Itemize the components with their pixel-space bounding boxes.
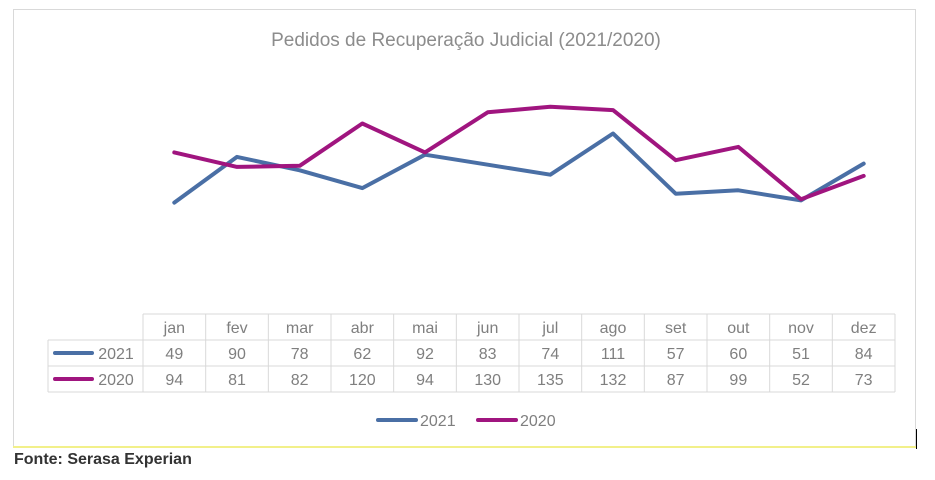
series-line-2021 — [172, 131, 866, 205]
legend-label: 2020 — [520, 413, 556, 430]
table-cell-value: 111 — [601, 346, 625, 363]
table-cell-value: 62 — [353, 346, 371, 363]
table-cell-value: 51 — [792, 346, 810, 363]
table-category-label: jun — [476, 320, 498, 337]
table-category-label: jan — [163, 320, 185, 337]
chart-frame — [13, 9, 916, 447]
table-cell-value: 87 — [667, 372, 685, 389]
legend-label: 2021 — [420, 413, 456, 430]
table-cell-value: 94 — [165, 372, 183, 389]
table-category-label: jul — [541, 320, 558, 337]
table-cell-value: 49 — [165, 346, 183, 363]
table-category-label: ago — [600, 320, 627, 337]
table-category-label: dez — [851, 320, 877, 337]
bottom-rule — [13, 446, 917, 448]
table-cell-value: 81 — [228, 372, 246, 389]
table-cell-value: 60 — [729, 346, 747, 363]
series-layer — [172, 104, 866, 205]
table-category-label: mai — [412, 320, 438, 337]
table-cell-value: 92 — [416, 346, 434, 363]
legend: 2021 2020 — [376, 413, 556, 430]
table-cell-value: 132 — [600, 372, 627, 389]
table-cell-value: 130 — [474, 372, 501, 389]
table-cell-value: 78 — [291, 346, 309, 363]
table-row-label: 2020 — [98, 372, 134, 389]
table-cell-value: 135 — [537, 372, 564, 389]
table-cell-value: 57 — [667, 346, 685, 363]
table-cell-value: 73 — [855, 372, 873, 389]
table-cell-value: 82 — [291, 372, 309, 389]
table-cell-value: 74 — [541, 346, 559, 363]
table-category-label: set — [665, 320, 687, 337]
table-category-label: mar — [286, 320, 314, 337]
series-line-2020 — [172, 104, 866, 202]
table-cell-value: 99 — [729, 372, 747, 389]
data-table: jan fev mar abr mai jun jul ago set out nov dez 2021… — [47, 313, 896, 393]
corner-tick — [916, 429, 917, 449]
table-category-label: fev — [226, 320, 247, 337]
table-row-label: 2021 — [98, 346, 134, 363]
table-category-label: out — [727, 320, 750, 337]
table-category-label: nov — [788, 320, 814, 337]
table-category-label: abr — [351, 320, 375, 337]
source-note: Fonte: Serasa Experian — [14, 451, 192, 468]
table-cell-value: 83 — [479, 346, 497, 363]
table-cell-value: 90 — [228, 346, 246, 363]
table-cell-value: 120 — [349, 372, 376, 389]
table-cell-value: 94 — [416, 372, 434, 389]
chart-title: Pedidos de Recuperação Judicial (2021/20… — [271, 30, 661, 51]
table-cell-value: 52 — [792, 372, 810, 389]
table-cell-value: 84 — [855, 346, 873, 363]
